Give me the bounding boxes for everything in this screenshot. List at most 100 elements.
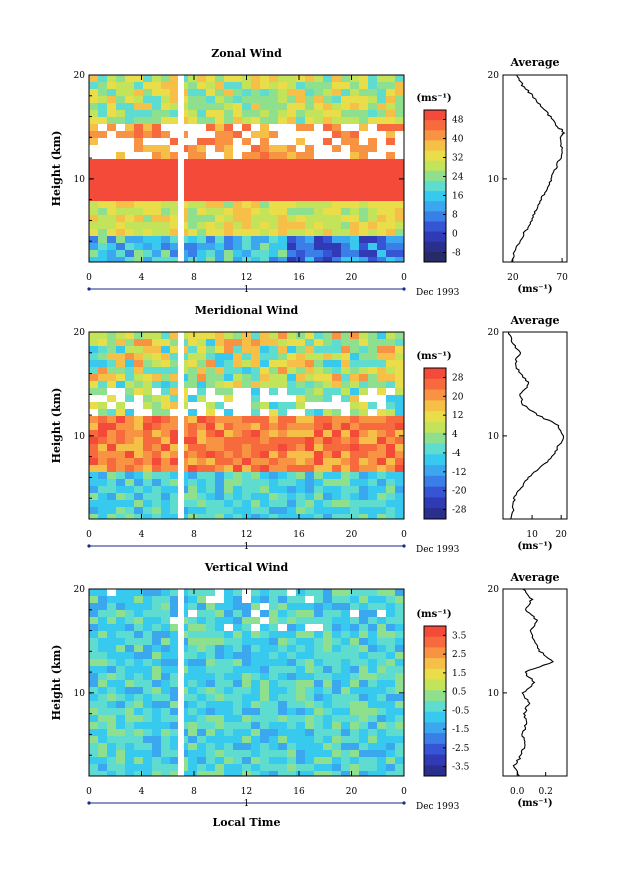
heatmap-cell — [260, 736, 269, 743]
heatmap-cell — [377, 236, 386, 243]
heatmap-cell — [233, 757, 242, 764]
heatmap-cell — [251, 486, 260, 493]
heatmap-cell — [143, 444, 152, 451]
heatmap-cell — [197, 222, 206, 229]
heatmap-cell — [161, 367, 170, 374]
heatmap-cell — [116, 346, 125, 353]
heatmap-cell — [143, 666, 152, 673]
heatmap-cell — [197, 180, 206, 187]
heatmap-cell — [242, 708, 251, 715]
heatmap-cell — [332, 500, 341, 507]
heatmap-cell — [206, 367, 215, 374]
heatmap-cell — [197, 603, 206, 610]
heatmap-cell — [377, 110, 386, 117]
heatmap-cell — [134, 624, 143, 631]
heatmap-cell — [98, 687, 107, 694]
heatmap-cell — [134, 701, 143, 708]
heatmap-cell — [377, 180, 386, 187]
heatmap-cell — [260, 159, 269, 166]
y-tick-label: 20 — [74, 585, 86, 595]
heatmap-cell — [197, 645, 206, 652]
average-title: Average — [509, 571, 559, 584]
heatmap-cell — [215, 243, 224, 250]
heatmap-cell — [152, 222, 161, 229]
heatmap-cell — [323, 617, 332, 624]
heatmap-cell — [341, 673, 350, 680]
heatmap-cell — [269, 680, 278, 687]
heatmap-cell — [332, 680, 341, 687]
heatmap-cell — [269, 332, 278, 339]
heatmap-cell — [242, 339, 251, 346]
heatmap-cell — [98, 771, 107, 776]
heatmap-cell — [116, 159, 125, 166]
heatmap-cell — [377, 159, 386, 166]
heatmap-cell — [377, 624, 386, 631]
x-tick-label: 4 — [139, 273, 145, 283]
heatmap-cell — [89, 222, 98, 229]
heatmap-cell — [206, 659, 215, 666]
heatmap-cell — [188, 208, 197, 215]
heatmap-cell — [332, 353, 341, 360]
heatmap-cell — [395, 652, 404, 659]
heatmap-cell — [269, 250, 278, 257]
heatmap-cell — [197, 624, 206, 631]
heatmap-cell — [359, 715, 368, 722]
heatmap-cell — [341, 236, 350, 243]
heatmap-cell — [242, 736, 251, 743]
heatmap-cell — [350, 89, 359, 96]
heatmap-cell — [350, 708, 359, 715]
heatmap-cell — [305, 451, 314, 458]
heatmap-cell — [296, 444, 305, 451]
heatmap-cell — [359, 416, 368, 423]
heatmap-cell — [314, 645, 323, 652]
heatmap-cell — [350, 222, 359, 229]
heatmap-cell — [350, 514, 359, 519]
heatmap-cell — [260, 708, 269, 715]
heatmap-cell — [161, 117, 170, 124]
heatmap-cell — [332, 159, 341, 166]
heatmap-cell — [242, 215, 251, 222]
heatmap-cell — [224, 117, 233, 124]
heatmap-cell — [134, 666, 143, 673]
average-x-tick-label: 0.2 — [539, 787, 553, 797]
heatmap-cell — [269, 472, 278, 479]
heatmap-cell — [206, 486, 215, 493]
heatmap-cell — [233, 250, 242, 257]
average-frame — [502, 74, 568, 263]
heatmap-cell — [170, 110, 179, 117]
heatmap-cell — [386, 472, 395, 479]
heatmap-cell — [341, 75, 350, 82]
heatmap — [89, 332, 404, 519]
heatmap-cell — [197, 500, 206, 507]
heatmap-cell — [260, 743, 269, 750]
heatmap-cell — [170, 339, 179, 346]
heatmap-cell — [107, 722, 116, 729]
heatmap-cell — [116, 409, 125, 416]
heatmap-cell — [116, 152, 125, 159]
heatmap-cell — [359, 381, 368, 388]
heatmap-cell — [278, 603, 287, 610]
heatmap-cell — [215, 75, 224, 82]
heatmap-cell — [341, 360, 350, 367]
heatmap-cell — [296, 500, 305, 507]
heatmap-cell — [251, 715, 260, 722]
heatmap-cell — [125, 117, 134, 124]
heatmap-cell — [233, 243, 242, 250]
heatmap-cell — [242, 652, 251, 659]
heatmap-cell — [197, 339, 206, 346]
heatmap-cell — [341, 708, 350, 715]
heatmap-cell — [386, 159, 395, 166]
heatmap-cell — [260, 236, 269, 243]
heatmap-cell — [350, 631, 359, 638]
colorbar-swatch — [424, 180, 446, 192]
heatmap-cell — [215, 339, 224, 346]
heatmap-cell — [152, 514, 161, 519]
heatmap-cell — [350, 257, 359, 262]
heatmap-cell — [224, 124, 233, 131]
date-line-end — [87, 801, 91, 805]
heatmap-cell — [215, 166, 224, 173]
heatmap-cell — [215, 465, 224, 472]
heatmap-cell — [395, 596, 404, 603]
heatmap-cell — [296, 75, 305, 82]
heatmap-cell — [278, 444, 287, 451]
